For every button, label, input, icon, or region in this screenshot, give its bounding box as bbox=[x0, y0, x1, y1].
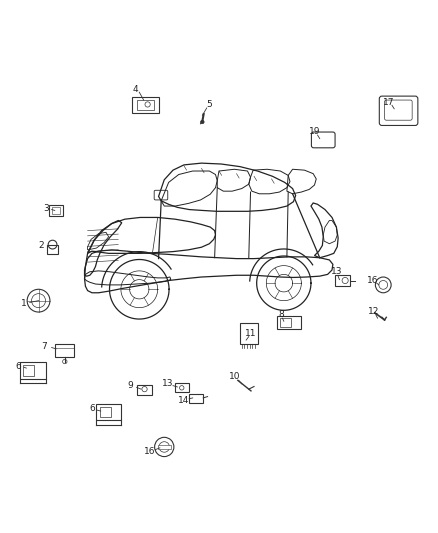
Circle shape bbox=[201, 120, 204, 124]
Bar bbox=[240, 323, 258, 344]
Text: 6: 6 bbox=[89, 405, 95, 414]
Bar bbox=[137, 100, 154, 110]
Bar bbox=[189, 394, 203, 403]
Text: 2: 2 bbox=[39, 241, 44, 250]
Text: 16: 16 bbox=[367, 276, 379, 285]
Bar bbox=[132, 96, 159, 113]
Bar bbox=[158, 445, 171, 449]
Bar bbox=[277, 316, 301, 329]
Text: 19: 19 bbox=[309, 127, 320, 136]
Bar bbox=[280, 318, 291, 327]
Text: 11: 11 bbox=[245, 328, 256, 337]
Text: 5: 5 bbox=[206, 100, 212, 109]
Text: 3: 3 bbox=[43, 204, 49, 213]
Text: 6: 6 bbox=[15, 362, 21, 371]
Bar bbox=[47, 246, 58, 254]
Bar bbox=[23, 365, 34, 376]
Text: 10: 10 bbox=[229, 373, 240, 382]
Text: 7: 7 bbox=[41, 342, 47, 351]
Text: 13: 13 bbox=[331, 267, 342, 276]
Text: 17: 17 bbox=[383, 98, 395, 107]
Bar bbox=[335, 275, 350, 286]
Bar bbox=[137, 385, 152, 395]
Bar bbox=[52, 207, 60, 214]
Text: 9: 9 bbox=[127, 381, 134, 390]
Bar bbox=[20, 362, 46, 378]
Text: 8: 8 bbox=[278, 310, 284, 319]
Bar bbox=[55, 344, 74, 357]
Bar bbox=[96, 404, 121, 420]
Text: 1: 1 bbox=[21, 299, 27, 308]
Text: 14: 14 bbox=[178, 395, 190, 405]
Text: 13: 13 bbox=[162, 379, 173, 389]
Text: 16: 16 bbox=[144, 447, 155, 456]
Text: 4: 4 bbox=[132, 85, 138, 94]
Bar bbox=[49, 205, 63, 216]
Bar bbox=[100, 407, 111, 417]
Text: 12: 12 bbox=[367, 306, 379, 316]
Bar bbox=[175, 383, 189, 392]
